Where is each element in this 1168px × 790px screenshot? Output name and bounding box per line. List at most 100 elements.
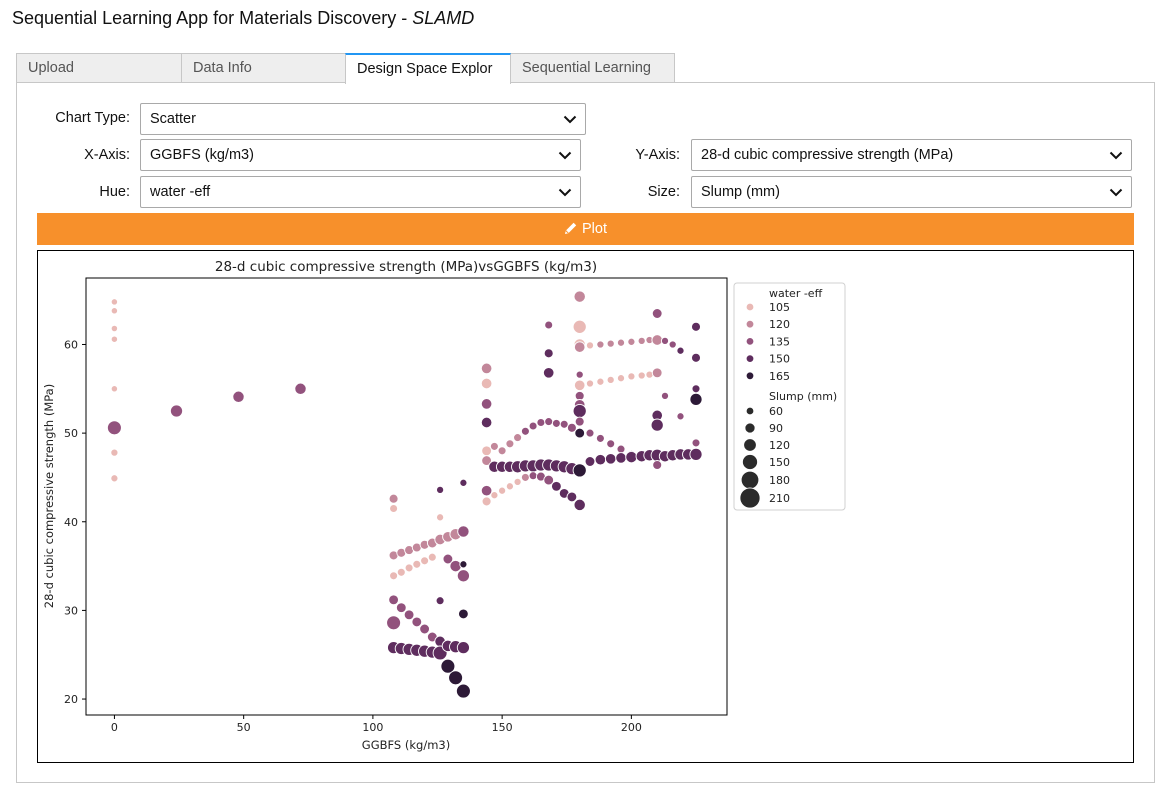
y-axis-select[interactable]: 28-d cubic compressive strength (MPa) [691, 139, 1132, 171]
pencil-icon [565, 222, 577, 234]
data-point [497, 446, 507, 456]
data-point [585, 428, 595, 438]
data-point [689, 392, 703, 406]
data-point [551, 480, 562, 492]
data-point [440, 658, 456, 674]
size-legend-label: 180 [769, 474, 790, 487]
data-point [585, 341, 595, 350]
data-point [616, 374, 626, 383]
data-point [480, 377, 493, 390]
data-point [513, 477, 522, 486]
data-point [442, 553, 454, 565]
chart-figure: 28-d cubic compressive strength (MPa)vsG… [37, 250, 1134, 763]
data-point [651, 334, 663, 346]
data-point [528, 421, 538, 431]
plot-area-frame [85, 277, 728, 716]
app-title-text: Sequential Learning App for Materials Di… [12, 8, 413, 28]
y-axis-value: 28-d cubic compressive strength (MPa) [701, 147, 954, 163]
data-point [606, 375, 615, 384]
data-point [668, 340, 677, 349]
data-point [520, 472, 530, 482]
data-point [573, 290, 586, 303]
data-point [652, 460, 663, 470]
data-point [596, 377, 605, 386]
hue-legend-label: 105 [769, 301, 790, 314]
data-point [604, 453, 617, 465]
size-legend-items: 60 90 120 150 180 210 [739, 405, 790, 509]
data-point [412, 559, 422, 569]
data-point [691, 352, 701, 363]
data-point [574, 390, 585, 401]
hue-legend-label: 150 [769, 353, 790, 366]
data-point [551, 418, 561, 428]
data-point [480, 484, 493, 497]
size-legend-label: 90 [769, 422, 783, 435]
data-point [574, 427, 586, 439]
data-point [169, 404, 184, 418]
tab-data-info[interactable]: Data Info [181, 53, 346, 82]
data-point [543, 348, 554, 359]
hue-legend-marker [745, 302, 755, 312]
y-axis-label: Y-Axis: [635, 147, 680, 163]
chart-title: 28-d cubic compressive strength (MPa)vsG… [215, 259, 597, 275]
hue-select[interactable]: water -eff [140, 176, 581, 208]
data-point [574, 416, 585, 427]
app-title-acronym: SLAMD [412, 8, 475, 28]
data-point [505, 482, 514, 491]
data-point [559, 419, 569, 429]
x-axis-select[interactable]: GGBFS (kg/m3) [140, 139, 581, 171]
size-legend-title: Slump (mm) [769, 390, 837, 403]
data-point [449, 559, 462, 573]
y-axis-title: 28-d cubic compressive strength (MPa) [42, 384, 56, 608]
size-legend-label: 60 [769, 405, 783, 418]
chevron-down-icon [558, 151, 572, 160]
chart-type-select[interactable]: Scatter [140, 103, 586, 135]
data-point [110, 335, 119, 343]
app-title: Sequential Learning App for Materials Di… [12, 8, 474, 29]
data-point [110, 385, 119, 393]
data-point [456, 569, 470, 583]
data-point [544, 417, 554, 427]
data-point [490, 491, 499, 500]
data-point [427, 552, 437, 562]
data-point [616, 444, 626, 454]
size-legend-label: 210 [769, 492, 790, 505]
size-legend-label: 150 [769, 456, 790, 469]
data-point [395, 602, 407, 614]
chevron-down-icon [558, 188, 572, 197]
data-point [585, 379, 595, 388]
data-point [544, 320, 554, 330]
data-point [457, 525, 470, 538]
data-point [660, 336, 670, 345]
data-point [232, 390, 245, 403]
data-point [396, 567, 406, 577]
data-point [528, 471, 538, 481]
data-point [513, 433, 523, 443]
y-tick-label: 30 [64, 604, 78, 617]
y-tick-label: 50 [64, 427, 78, 440]
chevron-down-icon [1109, 151, 1123, 160]
hue-legend-marker [745, 337, 755, 346]
data-point [110, 474, 119, 483]
x-axis-label: X-Axis: [84, 147, 130, 163]
hue-legend-title: water -eff [769, 287, 823, 300]
data-point [386, 615, 402, 631]
data-point [606, 439, 616, 449]
plot-button[interactable]: Plot [37, 213, 1134, 245]
tab-sequential-learning[interactable]: Sequential Learning [510, 53, 675, 82]
size-legend-marker [744, 422, 756, 434]
data-point [572, 463, 587, 478]
size-select[interactable]: Slump (mm) [691, 176, 1132, 208]
scatter-chart: 28-d cubic compressive strength (MPa)vsG… [42, 259, 846, 752]
data-point [596, 340, 605, 349]
legend: water -eff Slump (mm) 105 120 135 150 165 60… [733, 282, 846, 511]
data-point [419, 623, 430, 635]
data-point [411, 616, 423, 628]
tab-design-space-explorer[interactable]: Design Space Explor [345, 53, 511, 84]
data-point [575, 370, 584, 379]
y-tick-label: 60 [64, 338, 78, 351]
tab-upload[interactable]: Upload [16, 53, 182, 82]
x-tick-label: 0 [111, 721, 118, 734]
data-point [615, 452, 627, 464]
data-point [676, 412, 685, 421]
